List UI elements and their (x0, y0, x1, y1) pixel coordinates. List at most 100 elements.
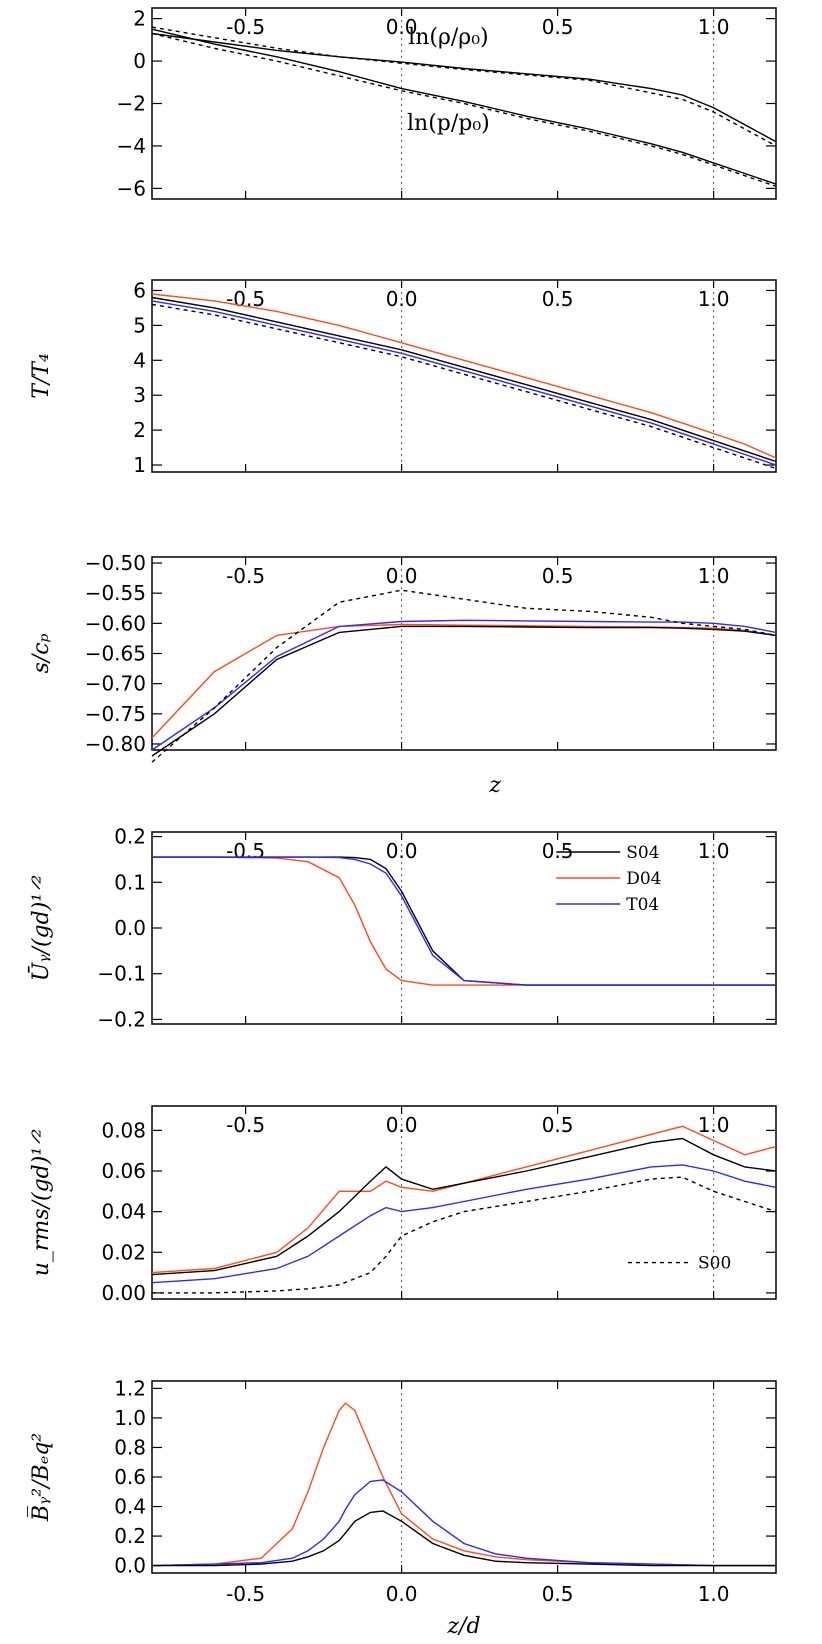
y-axis-label: T/T₄ (29, 353, 54, 399)
curve-annotation: ln(p/p₀) (407, 111, 490, 136)
x-tick-label: -0.5 (226, 1113, 265, 1137)
x-tick-label: 0.0 (386, 564, 418, 588)
series-line-t04 (152, 856, 776, 986)
series-line-ln-rho-s00 (151, 26, 777, 147)
x-tick-label: 0.5 (542, 839, 574, 863)
series-line-s00 (151, 303, 777, 470)
y-tick-label: −4 (117, 134, 146, 158)
x-tick-label: -0.5 (226, 1582, 265, 1606)
series-line-s04 (151, 625, 777, 757)
y-tick-label: 1 (133, 453, 146, 477)
y-tick-label: −0.80 (85, 732, 146, 756)
panel-rms_velocity: -0.5 0.0 0.5 1.0 0.08 0.06 0.04 0.02 0.00 u_rms/(… (29, 1105, 777, 1305)
x-tick-label: -0.5 (226, 287, 265, 311)
plot-frame (151, 279, 777, 473)
x-tick-label: -0.5 (226, 564, 265, 588)
y-tick-label: −0.1 (97, 962, 146, 986)
y-axis-label: B̅ᵧ²/Bₑq² (27, 1433, 54, 1522)
y-tick-label: 3 (133, 383, 146, 407)
y-tick-label: 0.1 (114, 870, 146, 894)
x-tick-label: 0.0 (386, 287, 418, 311)
y-tick-label: 0.04 (101, 1200, 146, 1224)
x-tick-label: 0.0 (386, 1582, 418, 1606)
x-axis-label: z/d (446, 1614, 480, 1639)
y-tick-label: 0.00 (101, 1281, 146, 1305)
y-tick-label: 0.6 (114, 1465, 146, 1489)
series-line-d04 (151, 1402, 776, 1567)
x-tick-label: -0.5 (226, 15, 265, 39)
y-tick-label: 0.0 (114, 916, 146, 940)
panel-entropy: -0.5 0.0 0.5 1.0 −0.50 −0.55 −0.60 −0.65 −0.70 −0… (29, 551, 777, 798)
y-tick-label: −0.70 (85, 672, 146, 696)
y-tick-label: 2 (133, 418, 146, 442)
y-tick-label: 0.06 (101, 1159, 146, 1183)
panel-temperature: -0.5 0.0 0.5 1.0 6 5 4 3 2 1 T/T₄ (29, 278, 777, 477)
y-tick-label: −0.2 (97, 1007, 146, 1031)
x-tick-label: 0.0 (386, 1113, 418, 1137)
x-tick-label: -0.5 (226, 839, 265, 863)
x-tick-label: 1.0 (698, 1582, 730, 1606)
y-axis-label: Ūᵧ/(gd)¹ᐟ² (27, 875, 54, 982)
series-line-d04 (151, 293, 777, 459)
series-line-t04 (151, 300, 777, 466)
y-tick-label: 0 (133, 49, 146, 73)
y-tick-label: 0.02 (101, 1240, 146, 1264)
y-tick-label: −0.55 (85, 581, 146, 605)
y-tick-label: 0.0 (114, 1554, 146, 1578)
y-tick-label: 1.0 (114, 1406, 146, 1430)
series-line-t04 (151, 1479, 776, 1567)
x-tick-label: 0.0 (386, 839, 418, 863)
y-axis-label: u_rms/(gd)¹ᐟ² (29, 1129, 54, 1277)
series-line-s00 (151, 589, 777, 763)
x-tick-label: 0.5 (542, 564, 574, 588)
y-axis-label: s/cₚ (29, 633, 54, 673)
y-tick-label: 0.08 (101, 1118, 146, 1142)
y-tick-label: −0.65 (85, 642, 146, 666)
y-tick-label: −6 (117, 176, 146, 200)
y-tick-label: 4 (133, 348, 146, 372)
series-line-ln-p-s00 (151, 32, 777, 187)
panel-magnetic_energy: -0.5 0.0 0.5 1.0 1.2 1.0 0.8 0.6 0.4 0.2 0.0 B̅ᵧ²/B… (27, 1376, 777, 1639)
legend-label: T04 (626, 895, 659, 915)
x-tick-label: 0.5 (542, 15, 574, 39)
legend-label: S00 (698, 1254, 731, 1274)
series-line-d04 (151, 1125, 777, 1274)
x-tick-label: 0.5 (542, 1582, 574, 1606)
x-tick-label: 1.0 (698, 839, 730, 863)
y-tick-label: 0.2 (114, 1524, 146, 1548)
x-axis-label: z (488, 773, 501, 798)
y-tick-label: −0.60 (85, 611, 146, 635)
y-tick-label: 1.2 (114, 1376, 146, 1400)
series-line-ln-rho-s04 (151, 32, 777, 143)
x-tick-label: 0.0 (386, 15, 418, 39)
series-line-d04 (151, 623, 777, 739)
series-line-d04 (152, 856, 776, 986)
x-tick-label: 0.5 (542, 287, 574, 311)
legend-label: D04 (626, 869, 661, 889)
legend-label: S04 (626, 843, 659, 863)
y-tick-label: 0.8 (114, 1435, 146, 1459)
x-tick-label: 1.0 (698, 15, 730, 39)
panel-mean_flow: -0.5 0.0 0.5 1.0 0.2 0.1 0.0 −0.1 −0.2 Ūᵧ/(gd)¹ᐟ²… (27, 825, 777, 1031)
series-line-s04 (151, 1137, 777, 1276)
plot-frame (151, 1105, 777, 1300)
y-tick-label: 5 (133, 313, 146, 337)
y-tick-label: 6 (133, 278, 146, 302)
series-line-s04 (152, 856, 776, 986)
y-tick-label: −0.75 (85, 702, 146, 726)
x-tick-label: 1.0 (698, 1113, 730, 1137)
x-tick-label: 1.0 (698, 564, 730, 588)
y-tick-label: −2 (117, 92, 146, 116)
series-line-t04 (151, 1164, 777, 1284)
series-line-s04 (152, 1510, 776, 1567)
series-line-s04 (151, 296, 777, 463)
x-tick-label: 0.5 (542, 1113, 574, 1137)
y-tick-label: 0.2 (114, 825, 146, 849)
panel-density_pressure: -0.5 0.0 0.5 1.0 2 0 −2 −4 −6 ln(ρ/ρ₀) ln(p/p₀) (117, 7, 777, 200)
series-line-t04 (151, 619, 777, 751)
series-line-s00 (152, 1176, 777, 1294)
x-tick-label: 1.0 (698, 287, 730, 311)
y-tick-label: 2 (133, 7, 146, 31)
curve-annotation: ln(ρ/ρ₀) (408, 25, 488, 50)
